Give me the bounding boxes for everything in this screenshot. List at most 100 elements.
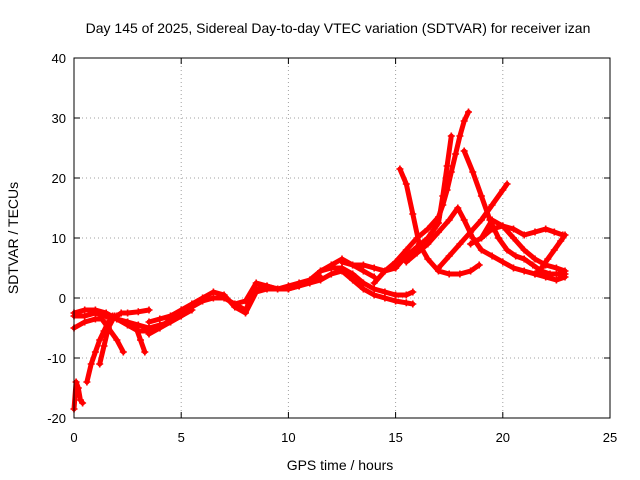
data-point	[402, 246, 410, 254]
series-trace	[125, 319, 148, 355]
data-point	[460, 216, 468, 224]
data-point	[424, 255, 432, 263]
y-tick-label: -10	[47, 351, 66, 366]
y-tick-label: 40	[52, 51, 66, 66]
data-point	[503, 180, 511, 188]
grid-lines	[74, 58, 610, 418]
data-point	[409, 300, 417, 308]
y-axis-ticks: -20 -10 0 10 20 30 40	[47, 51, 610, 426]
data-point	[370, 279, 378, 287]
data-point	[306, 276, 314, 284]
data-point	[424, 225, 432, 233]
data-point	[132, 324, 140, 332]
data-point	[552, 276, 560, 284]
data-point	[402, 291, 410, 299]
data-point	[91, 348, 99, 356]
data-point	[503, 246, 511, 254]
data-point	[520, 267, 528, 275]
data-point	[119, 348, 127, 356]
data-point	[156, 315, 164, 323]
data-point	[252, 288, 260, 296]
y-tick-label: 10	[52, 231, 66, 246]
y-tick-label: 0	[59, 291, 66, 306]
data-point	[488, 216, 496, 224]
data-point	[439, 192, 447, 200]
x-tick-label: 10	[281, 430, 295, 445]
data-point	[557, 237, 565, 245]
data-point	[413, 249, 421, 257]
data-point	[467, 267, 475, 275]
data-point	[392, 264, 400, 272]
data-point	[456, 132, 464, 140]
data-point	[555, 270, 562, 278]
x-tick-label: 0	[70, 430, 77, 445]
data-point	[317, 276, 325, 284]
data-point	[467, 240, 475, 248]
x-tick-label: 25	[603, 430, 617, 445]
data-point	[392, 291, 400, 299]
data-point	[531, 228, 539, 236]
data-point	[145, 306, 153, 314]
data-point	[167, 312, 174, 320]
data-point	[454, 204, 462, 212]
series-trace	[393, 133, 454, 271]
data-point	[113, 315, 121, 323]
data-point	[537, 264, 545, 272]
data-point	[460, 117, 468, 125]
data-point	[359, 267, 367, 275]
series-arc-14	[370, 108, 472, 287]
data-point	[445, 252, 453, 260]
data-point	[381, 267, 389, 275]
data-point	[113, 336, 121, 344]
y-tick-label: 30	[52, 111, 66, 126]
data-point	[477, 246, 485, 254]
y-tick-label: 20	[52, 171, 66, 186]
data-point	[435, 228, 442, 236]
data-point	[327, 270, 335, 278]
data-point	[544, 255, 552, 263]
data-point	[529, 261, 537, 269]
data-point	[87, 360, 95, 368]
data-point	[488, 225, 496, 233]
data-point	[510, 234, 517, 242]
data-point	[104, 324, 112, 332]
data-point	[231, 300, 239, 308]
series-arc-12	[306, 264, 417, 299]
data-point	[81, 318, 89, 326]
data-point	[546, 270, 554, 278]
data-point	[402, 258, 410, 266]
data-point	[338, 264, 346, 272]
data-point	[209, 288, 217, 296]
data-point	[477, 216, 485, 224]
data-point	[220, 291, 228, 299]
data-point	[499, 186, 507, 194]
data-point	[510, 225, 517, 233]
data-point	[447, 132, 455, 140]
data-point	[359, 261, 367, 269]
data-point	[447, 168, 455, 176]
data-point	[177, 306, 185, 314]
data-point	[561, 267, 569, 275]
x-tick-label: 15	[388, 430, 402, 445]
data-point	[199, 294, 207, 302]
data-point	[124, 309, 132, 317]
data-point	[145, 330, 153, 338]
data-point	[475, 261, 483, 269]
data-point	[145, 318, 153, 326]
x-axis-label: GPS time / hours	[287, 457, 394, 473]
data-point	[469, 168, 477, 176]
series-trace	[97, 313, 118, 367]
series-arc-21	[477, 216, 569, 275]
series-arc-22	[531, 231, 569, 278]
data-point	[188, 300, 196, 308]
data-point	[402, 180, 410, 188]
x-axis-ticks: 0 5 10 15 20 25	[70, 58, 617, 445]
data-point	[167, 318, 174, 326]
data-point	[349, 276, 357, 284]
series-arc-18	[435, 180, 511, 272]
data-point	[117, 309, 125, 317]
data-point	[96, 360, 104, 368]
data-point	[274, 285, 282, 293]
data-point	[495, 234, 502, 242]
data-point	[402, 299, 410, 307]
